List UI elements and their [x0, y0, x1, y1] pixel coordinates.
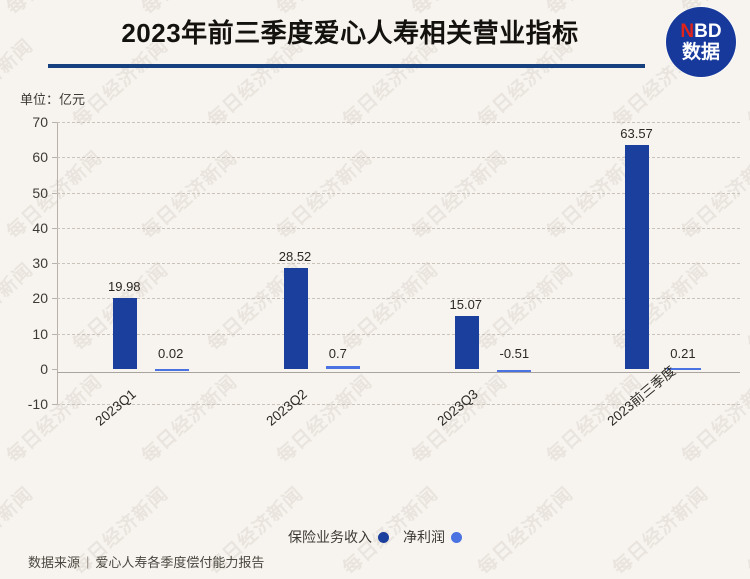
y-axis-tick-label: 20	[32, 290, 48, 307]
y-axis-tick	[52, 192, 57, 194]
legend-label: 净利润	[403, 529, 445, 545]
nbd-logo-line2: 数据	[681, 42, 720, 63]
x-axis-label: 2023Q1	[92, 386, 139, 429]
bar-profit[interactable]	[325, 366, 360, 369]
bar-profit[interactable]	[155, 368, 189, 371]
gridline	[57, 298, 740, 300]
legend-color-dot	[378, 531, 389, 543]
bar-value-label-revenue: 19.98	[108, 279, 141, 295]
y-axis-tick	[52, 333, 57, 335]
nbd-logo: NBD 数据	[666, 7, 736, 77]
source-value: 爱心人寿各季度偿付能力报告	[95, 555, 265, 570]
zero-baseline	[57, 372, 740, 373]
bar-value-label-revenue: 15.07	[449, 296, 483, 312]
bar-value-label-revenue: 28.52	[278, 249, 312, 265]
source-separator: |	[86, 554, 90, 569]
bar-value-label-profit: -0.51	[499, 345, 530, 361]
y-axis-tick	[52, 298, 57, 300]
gridline	[57, 404, 740, 405]
gridline	[57, 227, 740, 229]
legend-item[interactable]: 净利润	[403, 527, 462, 547]
bar-revenue[interactable]	[454, 315, 479, 369]
bar-profit[interactable]	[667, 368, 702, 370]
gridline	[57, 333, 740, 335]
bar-value-label-revenue: 63.57	[620, 125, 653, 141]
y-axis-tick	[52, 404, 57, 405]
x-axis-label: 2023前三季度	[604, 363, 679, 429]
nbd-logo-letters: BD	[694, 21, 722, 42]
page-title: 2023年前三季度爱心人寿相关营业指标	[121, 18, 579, 48]
y-axis-tick-label: 30	[32, 255, 48, 271]
y-axis-tick-label: 50	[32, 184, 48, 201]
legend-color-dot	[451, 531, 462, 543]
x-axis-label: 2023Q2	[263, 386, 310, 429]
bar-value-label-profit: 0.02	[158, 345, 184, 361]
y-axis-tick	[52, 368, 57, 370]
y-axis-tick-label: 10	[32, 325, 48, 342]
y-axis-tick	[52, 263, 57, 264]
y-axis-tick-label: -10	[27, 396, 48, 412]
y-axis-tick-label: 60	[32, 149, 48, 166]
title-divider	[48, 64, 645, 68]
gridline	[57, 122, 740, 123]
chart-legend: 保险业务收入 净利润	[0, 527, 750, 547]
bar-profit[interactable]	[496, 369, 531, 372]
bar-revenue[interactable]	[113, 298, 137, 369]
y-axis-tick-label: 0	[40, 360, 48, 377]
source-footer: 数据来源 | 爱心人寿各季度偿付能力报告	[28, 552, 264, 571]
bar-revenue[interactable]	[283, 268, 308, 369]
bar-revenue[interactable]	[625, 144, 650, 369]
bar-value-label-profit: 0.7	[328, 345, 347, 361]
bar-value-label-profit: 0.21	[670, 345, 696, 361]
y-axis-tick-label: 40	[32, 219, 48, 236]
y-axis-tick	[52, 122, 57, 123]
nbd-logo-accent-letter: N	[680, 21, 695, 42]
source-label: 数据来源	[28, 555, 81, 570]
unit-label: 单位：亿元	[20, 92, 86, 107]
gridline	[57, 157, 740, 159]
y-axis-tick-label: 70	[32, 114, 48, 130]
gridline	[57, 192, 740, 194]
legend-label: 保险业务收入	[288, 529, 372, 545]
y-axis-tick	[52, 157, 57, 159]
legend-item[interactable]: 保险业务收入	[288, 527, 389, 547]
gridline	[57, 263, 740, 264]
y-axis-tick	[52, 227, 57, 229]
nbd-logo-line1: NBD	[680, 21, 721, 42]
x-axis-label: 2023Q3	[433, 386, 481, 429]
chart-header: 2023年前三季度爱心人寿相关营业指标	[0, 0, 750, 80]
